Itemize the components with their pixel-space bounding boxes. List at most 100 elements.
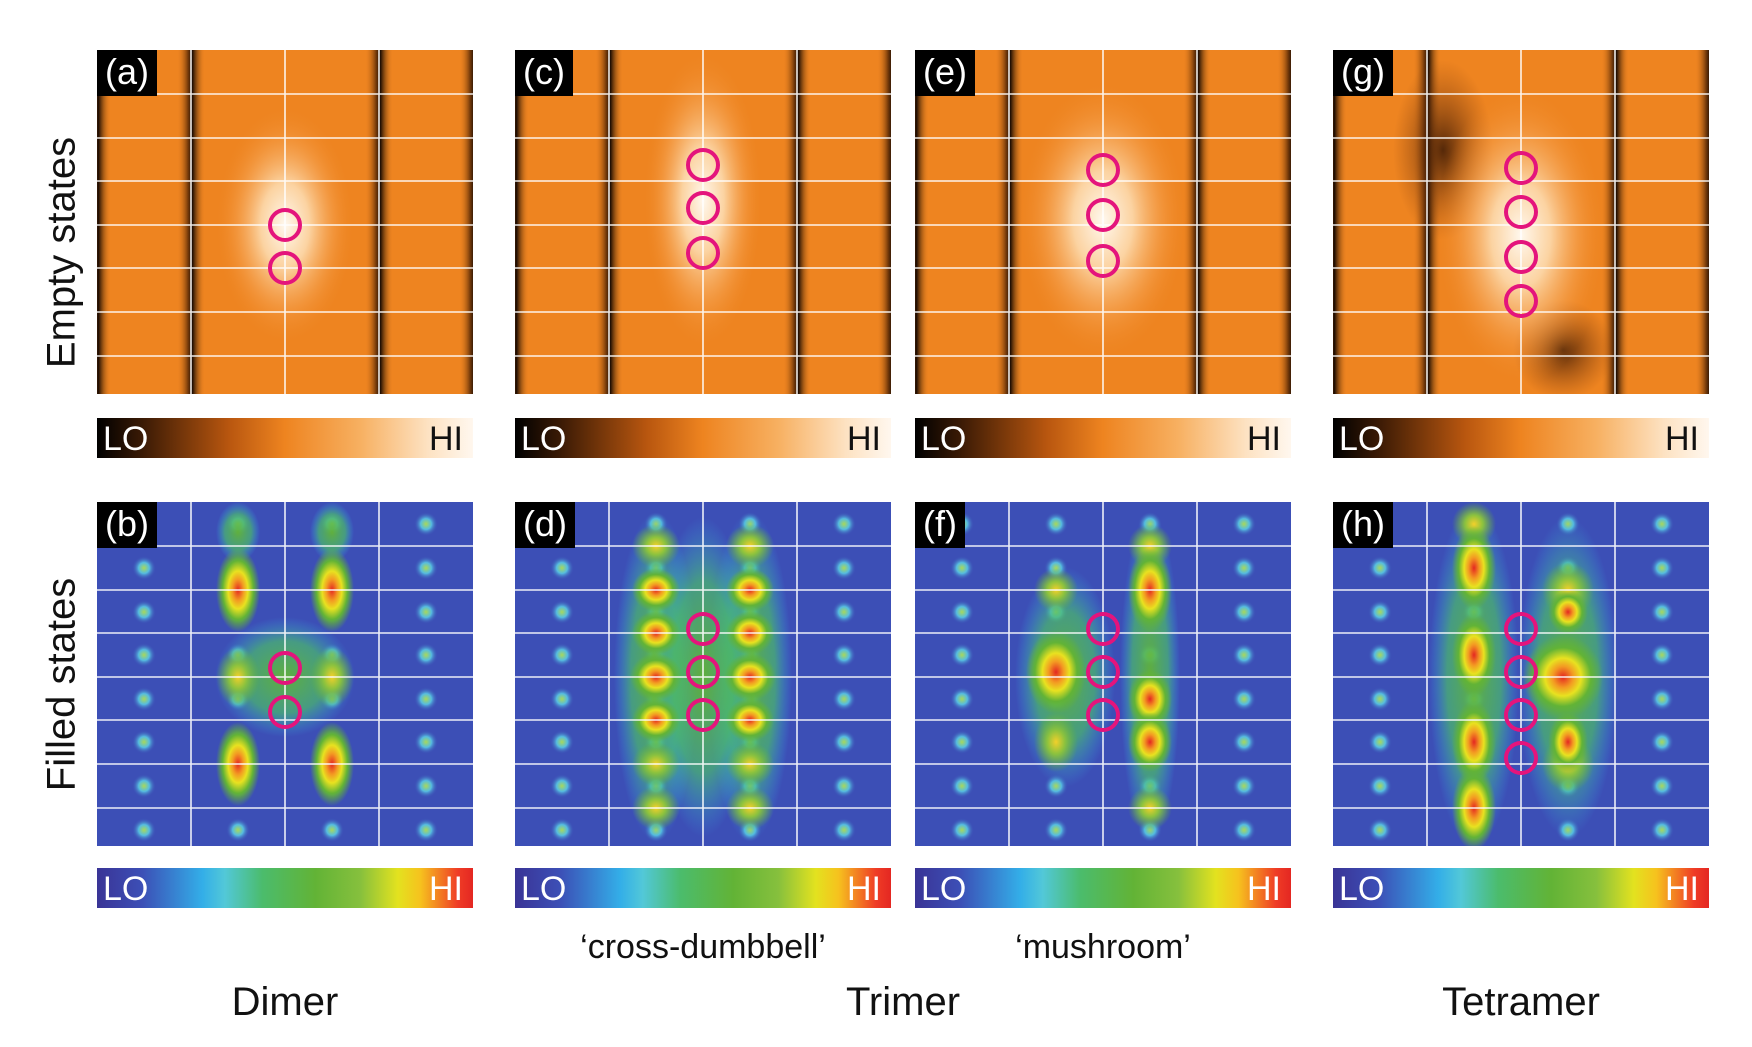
panel-h-image (1333, 502, 1709, 846)
panel-a-image (97, 50, 473, 394)
hot-lobe (1452, 526, 1496, 610)
colorbar-filled-h: LO HI (1333, 868, 1709, 908)
colorbar-filled-d: LO HI (515, 868, 891, 908)
surface-atom-dot (1232, 556, 1256, 580)
surface-atom-dot (1368, 643, 1392, 667)
empty-states-label: Empty states (39, 136, 84, 369)
adatom-marker-circle (1086, 244, 1120, 278)
surface-atom-dot (1650, 730, 1674, 754)
adatom-marker-circle (686, 698, 720, 732)
surface-atom-dot (550, 687, 574, 711)
surface-atom-dot (1232, 643, 1256, 667)
panel-e-tag: (e) (915, 50, 975, 96)
panel-d-tag: (d) (515, 502, 575, 548)
surface-atom-dot (132, 643, 156, 667)
surface-atom-dot (950, 687, 974, 711)
panel-a-dimer-empty: (a) (97, 50, 473, 394)
panel-e-image (915, 50, 1291, 394)
colorbar-filled-f: LO HI (915, 868, 1291, 908)
adatom-marker-circle (686, 236, 720, 270)
surface-atom-dot (1368, 600, 1392, 624)
dimer-row-trench (915, 50, 929, 394)
surface-atom-dot (132, 774, 156, 798)
hot-lobe (1128, 669, 1172, 729)
panel-c-tag: (c) (515, 50, 573, 96)
panel-h-tetramer-filled: (h) (1333, 502, 1709, 846)
adatom-marker-circle (1086, 153, 1120, 187)
grid-lines (97, 502, 473, 846)
panel-c-image (515, 50, 891, 394)
surface-atom-dot (550, 643, 574, 667)
grid-lines (915, 502, 1291, 846)
surface-atom-dot (414, 774, 438, 798)
surface-atom-dot (414, 687, 438, 711)
subtitle-cross-dumbbell: ‘cross-dumbbell’ (580, 928, 826, 966)
surface-atom-dot (950, 818, 974, 842)
surface-atom-dot (132, 818, 156, 842)
surface-atom-dot (1368, 687, 1392, 711)
group-label-tetramer: Tetramer (1442, 980, 1600, 1024)
adatom-marker-circle (1086, 612, 1120, 646)
panel-c-trimer-empty: (c) (515, 50, 891, 394)
colorbar-empty-g: LO HI (1333, 418, 1709, 458)
dimer-row-trench (515, 50, 529, 394)
dimer-row-trench (1333, 50, 1347, 394)
surface-atom-dot (1232, 512, 1256, 536)
adatom-marker-circle (268, 208, 302, 242)
panel-g-tag: (g) (1333, 50, 1393, 96)
surface-atom-dot (414, 556, 438, 580)
surface-atom-dot (1232, 730, 1256, 754)
adatom-marker-circle (268, 251, 302, 285)
surface-atom-dot (414, 512, 438, 536)
adatom-marker-circle (1504, 741, 1538, 775)
surface-atom-dot (950, 600, 974, 624)
surface-atom-dot (1650, 774, 1674, 798)
hot-lobe (1548, 590, 1588, 634)
surface-atom-dot (226, 818, 250, 842)
adatom-marker-circle (1504, 151, 1538, 185)
colorbar-empty-e: LO HI (915, 418, 1291, 458)
hot-lobe (1452, 766, 1496, 846)
panel-d-trimer-filled: (d) (515, 502, 891, 846)
hot-lobe (1548, 712, 1588, 772)
panel-f-trimer-filled: (f) (915, 502, 1291, 846)
surface-atom-dot (832, 687, 856, 711)
surface-atom-dot (320, 818, 344, 842)
dimer-row-trench (1277, 50, 1291, 394)
surface-atom-dot (1232, 774, 1256, 798)
hot-lobe (1452, 613, 1496, 697)
surface-atom-dot (950, 643, 974, 667)
surface-atom-dot (832, 600, 856, 624)
hot-lobe (1128, 712, 1172, 772)
grid-lines (97, 50, 473, 394)
adatom-marker-circle (268, 651, 302, 685)
panel-g-image (1333, 50, 1709, 394)
adatom-marker-circle (1086, 655, 1120, 689)
surface-atom-dot (1650, 687, 1674, 711)
bright-haze (310, 502, 354, 562)
hot-lobe (1026, 630, 1086, 714)
adatom-marker-circle (686, 655, 720, 689)
colorbar-empty-c: LO HI (515, 418, 891, 458)
colorbar-filled-b: LO HI (97, 868, 473, 908)
adatom-marker-circle (1504, 240, 1538, 274)
adatom-marker-circle (686, 148, 720, 182)
panel-d-image (515, 502, 891, 846)
surface-atom-dot (1650, 643, 1674, 667)
surface-atom-dot (832, 774, 856, 798)
panel-h-tag: (h) (1333, 502, 1393, 548)
surface-atom-dot (950, 774, 974, 798)
surface-atom-dot (1232, 818, 1256, 842)
grid-lines (1333, 50, 1709, 394)
adatom-marker-circle (1504, 698, 1538, 732)
surface-atom-dot (132, 600, 156, 624)
surface-atom-dot (1232, 600, 1256, 624)
grid-lines (1333, 502, 1709, 846)
panel-g-tetramer-empty: (g) (1333, 50, 1709, 394)
dimer-row-trench (97, 50, 111, 394)
filled-states-label: Filled states (39, 577, 84, 792)
surface-atom-dot (132, 556, 156, 580)
surface-atom-dot (1232, 687, 1256, 711)
surface-atom-dot (550, 774, 574, 798)
panel-b-dimer-filled: (b) (97, 502, 473, 846)
